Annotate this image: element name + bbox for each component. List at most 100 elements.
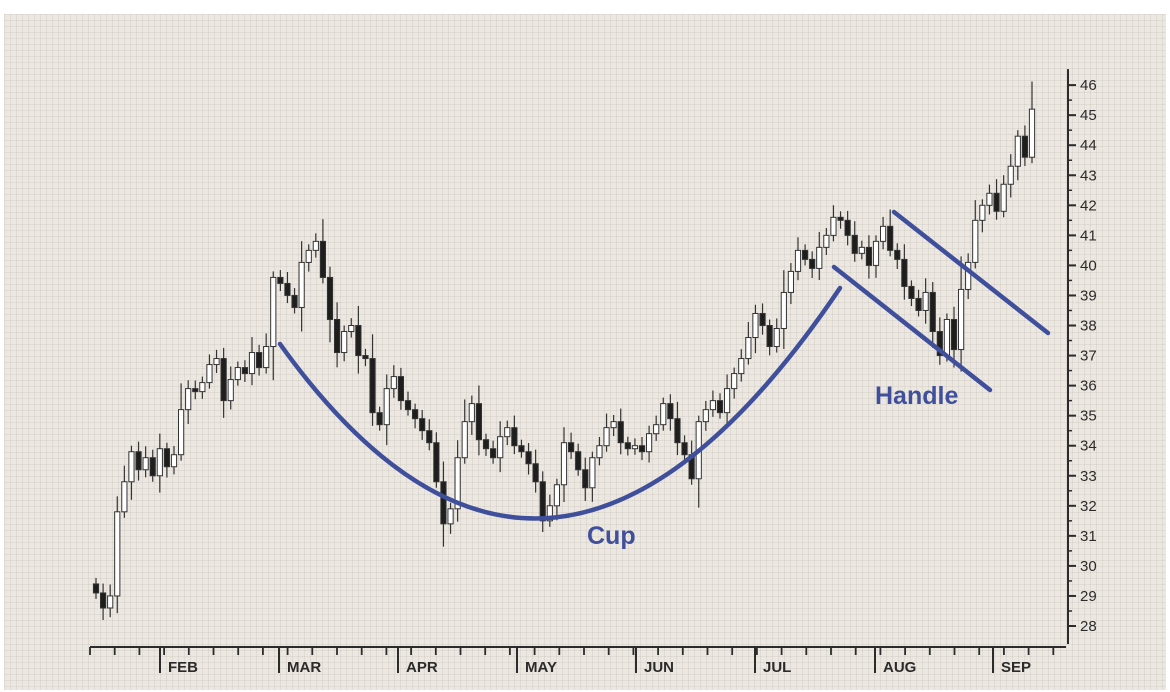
price-tick-label: 43 bbox=[1080, 167, 1097, 184]
price-tick-label: 29 bbox=[1080, 588, 1097, 605]
month-label: MAY bbox=[525, 659, 557, 676]
price-tick-label: 28 bbox=[1080, 618, 1097, 635]
candle-up bbox=[341, 331, 348, 354]
candle-down bbox=[135, 451, 142, 471]
candle-down bbox=[901, 258, 908, 287]
candle-up bbox=[234, 367, 241, 381]
price-tick-label: 37 bbox=[1080, 348, 1097, 365]
candle-up bbox=[653, 424, 660, 435]
candle-down bbox=[539, 481, 546, 522]
time-axis: FEB MAR APR MAY JUN JUL AUG SEP bbox=[89, 646, 1066, 676]
price-tick-label: 39 bbox=[1080, 287, 1097, 304]
candle-down bbox=[511, 427, 518, 447]
candle-up bbox=[114, 511, 121, 597]
month-label: JUL bbox=[763, 659, 791, 676]
candle-up bbox=[213, 358, 220, 366]
candle-up bbox=[752, 312, 759, 339]
candle-up bbox=[943, 318, 951, 357]
candle-up bbox=[185, 388, 192, 411]
cup-label: Cup bbox=[587, 522, 636, 550]
price-tick-label: 44 bbox=[1080, 137, 1097, 154]
candle-down bbox=[482, 439, 490, 450]
price-tick-label: 32 bbox=[1080, 498, 1097, 515]
candle-up bbox=[645, 433, 653, 453]
candle-down bbox=[362, 355, 369, 360]
candle-up bbox=[780, 291, 787, 330]
candle-down bbox=[667, 403, 674, 420]
candle-up bbox=[589, 457, 596, 489]
candle-down bbox=[404, 400, 412, 411]
candle-down bbox=[915, 297, 922, 311]
price-tick-label: 30 bbox=[1080, 558, 1097, 575]
candle-down bbox=[99, 592, 107, 609]
candle-down bbox=[518, 445, 525, 453]
candle-up bbox=[177, 409, 185, 456]
candle-down bbox=[326, 276, 334, 320]
price-tick-label: 34 bbox=[1080, 438, 1097, 455]
candle-up bbox=[1007, 165, 1014, 185]
candle-up bbox=[631, 445, 639, 450]
candle-up bbox=[702, 409, 709, 423]
candle-down bbox=[936, 331, 943, 357]
candle-up bbox=[312, 240, 319, 251]
candle-up bbox=[263, 346, 270, 369]
candle-down bbox=[894, 249, 901, 260]
candle-up bbox=[468, 403, 475, 423]
candle-up bbox=[348, 325, 355, 333]
candle-down bbox=[369, 358, 376, 414]
candle-down bbox=[397, 376, 405, 402]
cup-curve bbox=[277, 285, 843, 521]
candle-down bbox=[624, 442, 631, 450]
candle-down bbox=[376, 412, 383, 426]
candle-up bbox=[979, 204, 986, 221]
candle-down bbox=[887, 225, 894, 251]
candle-up bbox=[986, 192, 993, 206]
candle-up bbox=[709, 400, 717, 411]
candle-up bbox=[858, 246, 865, 254]
candle-up bbox=[773, 328, 780, 348]
candle-down bbox=[255, 352, 263, 369]
candle-up bbox=[121, 481, 128, 513]
month-label: APR bbox=[406, 659, 438, 676]
candle-down bbox=[291, 294, 298, 308]
candle-up bbox=[972, 219, 979, 263]
candle-down bbox=[284, 282, 291, 296]
candle-up bbox=[107, 595, 114, 609]
candle-up bbox=[816, 246, 823, 269]
candle-down bbox=[440, 481, 447, 525]
candle-up bbox=[922, 291, 929, 311]
candle-down bbox=[426, 430, 433, 444]
candle-up bbox=[610, 421, 617, 429]
candle-up bbox=[879, 225, 887, 242]
candle-down bbox=[766, 325, 773, 348]
price-tick-label: 46 bbox=[1080, 77, 1097, 94]
chart-frame: Cup Handle 28 29 30 31 32 33 34 35 36 37 38 39 40 41 4… bbox=[4, 14, 1166, 690]
candle-up bbox=[227, 379, 234, 402]
candle-down bbox=[837, 216, 844, 221]
month-label: JUN bbox=[644, 659, 674, 676]
candle-up bbox=[872, 240, 880, 266]
price-tick-label: 36 bbox=[1080, 378, 1097, 395]
handle-upper-channel-line bbox=[891, 209, 1051, 336]
candle-up bbox=[603, 427, 610, 447]
candle-up bbox=[305, 249, 312, 263]
candle-up bbox=[965, 261, 972, 290]
price-tick-label: 35 bbox=[1080, 408, 1097, 425]
candle-up bbox=[298, 261, 305, 308]
candle-up bbox=[447, 508, 454, 525]
candle-down bbox=[809, 258, 816, 269]
candle-up bbox=[823, 234, 830, 248]
candle-up bbox=[1014, 135, 1021, 167]
candle-down bbox=[759, 312, 766, 327]
candle-down bbox=[419, 418, 426, 432]
candle-up bbox=[383, 388, 390, 426]
candle-up bbox=[497, 436, 504, 459]
candle-down bbox=[475, 403, 483, 441]
candle-up bbox=[553, 484, 561, 507]
candle-up bbox=[504, 427, 511, 438]
candle-up bbox=[170, 454, 178, 468]
candle-down bbox=[411, 409, 419, 420]
candle-up bbox=[787, 270, 795, 293]
candle-down bbox=[801, 249, 809, 260]
candle-down bbox=[950, 318, 958, 351]
